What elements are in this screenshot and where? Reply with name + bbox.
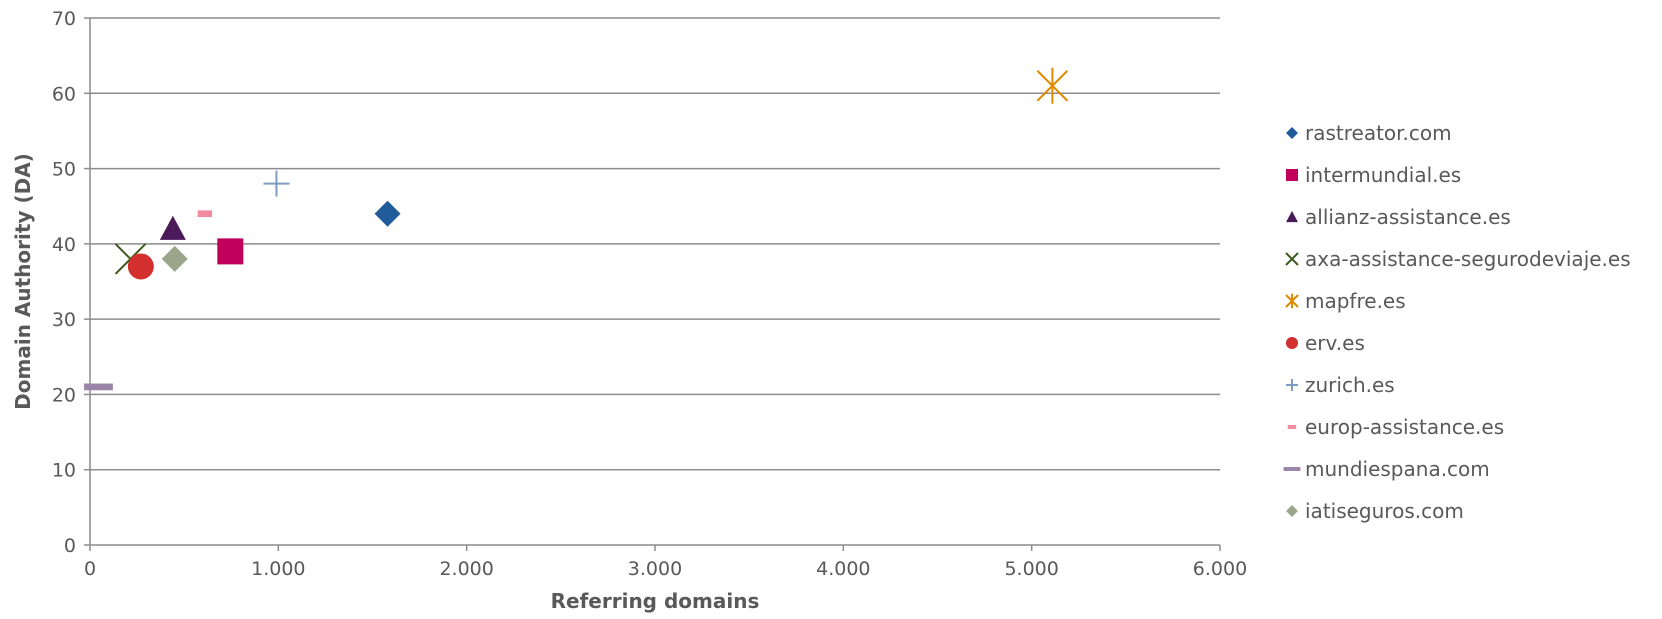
legend-label: rastreator.com [1305,121,1452,145]
legend-item: zurich.es [1286,373,1395,397]
data-point [127,253,154,280]
diamond-marker [1286,505,1298,517]
x-tick-label: 6.000 [1193,558,1247,580]
legend-item: mapfre.es [1285,289,1406,313]
data-point [374,200,401,227]
x-tick-label: 3.000 [628,558,682,580]
legend-marker [1286,337,1298,349]
legend-label: zurich.es [1305,373,1395,397]
legend-marker [1283,467,1301,471]
square-marker [1286,169,1298,181]
legend-marker [1285,293,1299,309]
legend-item: erv.es [1286,331,1365,355]
y-tick-label: 20 [52,384,76,406]
x-tick-label: 5.000 [1004,558,1058,580]
dash-marker [1287,425,1297,429]
legend-item: mundiespana.com [1283,457,1490,481]
data-point [161,245,188,272]
y-tick-label: 10 [52,460,76,482]
y-axis-title: Domain Authority (DA) [11,153,35,410]
legend: rastreator.com intermundial.es allianz-ass… [1283,121,1631,523]
legend-item: europ-assistance.es [1287,415,1504,439]
legend-label: mapfre.es [1305,289,1406,313]
data-point [84,383,113,391]
legend-label: intermundial.es [1305,163,1461,187]
legend-item: axa-assistance-segurodeviaje.es [1285,247,1631,271]
circle-marker [127,253,154,280]
x-tick-label: 0 [84,558,96,580]
legend-label: allianz-assistance.es [1305,205,1511,229]
axes [84,17,1221,551]
circle-marker [1286,337,1298,349]
legend-marker [1286,127,1298,139]
legend-marker [1286,169,1298,181]
legend-label: europ-assistance.es [1305,415,1504,439]
x-tick-label: 2.000 [439,558,493,580]
y-tick-label: 30 [52,309,76,331]
legend-marker [1285,252,1299,266]
diamond-marker [1286,127,1298,139]
y-tick-label: 70 [52,8,76,30]
legend-item: allianz-assistance.es [1286,205,1511,229]
triangle-marker [1286,211,1298,223]
legend-label: axa-assistance-segurodeviaje.es [1305,247,1631,271]
y-tick-label: 60 [52,83,76,105]
data-point [197,210,213,218]
y-tick-label: 40 [52,234,76,256]
legend-item: intermundial.es [1286,163,1461,187]
data-points [84,67,1069,391]
x-marker-stroke [1285,252,1299,266]
legend-marker [1287,425,1297,429]
x-tick-label: 1.000 [251,558,305,580]
gridlines [90,17,1220,471]
data-point [217,238,244,265]
data-point [159,215,186,240]
longdash-marker [1283,467,1301,471]
longdash-marker [84,383,113,391]
x-axis-title: Referring domains [551,589,760,613]
data-point [263,170,290,197]
x-tick-label: 4.000 [816,558,870,580]
triangle-marker [159,215,186,240]
square-marker [217,238,244,265]
legend-item: iatiseguros.com [1286,499,1464,523]
y-tick-label: 0 [64,535,76,557]
y-tick-label: 50 [52,159,76,181]
diamond-marker [161,245,188,272]
dash-marker [197,210,213,218]
diamond-marker [374,200,401,227]
legend-label: iatiseguros.com [1305,499,1464,523]
legend-marker [1286,505,1298,517]
legend-item: rastreator.com [1286,121,1452,145]
legend-label: erv.es [1305,331,1365,355]
data-point [1036,67,1069,104]
legend-marker [1286,211,1298,223]
legend-marker [1286,379,1298,391]
legend-label: mundiespana.com [1305,457,1490,481]
tick-labels: 0 10 20 30 40 50 60 70 0 1.000 2.000 3.000 4.000 5.00… [52,8,1247,580]
